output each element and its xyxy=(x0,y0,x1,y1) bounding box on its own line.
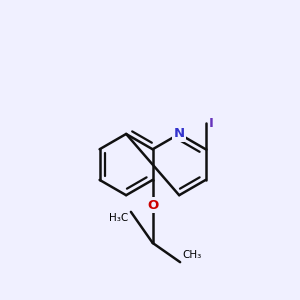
Text: O: O xyxy=(147,199,158,212)
Text: H₃C: H₃C xyxy=(109,213,128,223)
Text: I: I xyxy=(209,117,214,130)
Text: N: N xyxy=(174,128,185,140)
Text: CH₃: CH₃ xyxy=(182,250,202,260)
